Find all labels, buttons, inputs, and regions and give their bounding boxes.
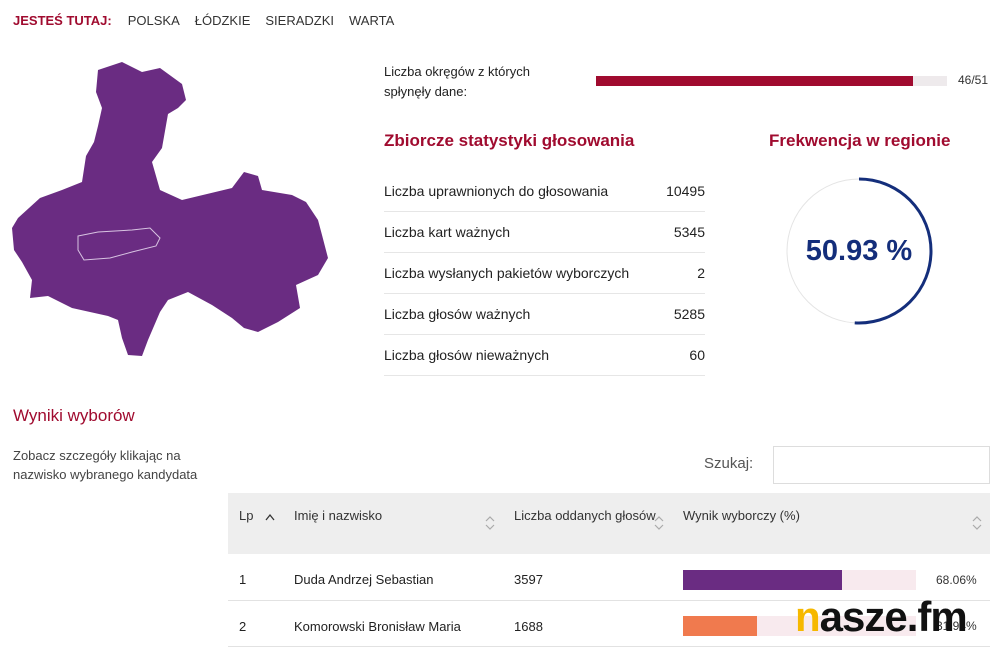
nasze-fm-logo: nasze.fm [795,593,968,640]
breadcrumb: JESTEŚ TUTAJ: POLSKA ŁÓDZKIE SIERADZKI W… [13,13,409,28]
districts-progress-label: Liczba okręgów z których spłynęły dane: [384,64,530,99]
stat-value: 5285 [673,306,705,322]
turnout-title: Frekwencja w regionie [769,131,951,150]
logo-text: asze.fm [819,593,968,640]
result-percent: 31.94% [936,619,977,633]
cell-candidate-name[interactable]: Duda Andrzej Sebastian [283,554,503,601]
stat-label: Liczba wysłanych pakietów wyborczych [384,265,630,281]
stat-value: 60 [689,347,705,363]
result-bar-track [683,616,916,636]
column-header-result-label: Wynik wyborczy (%) [683,508,800,523]
column-header-result[interactable]: Wynik wyborczy (%) [672,493,990,554]
region-map [12,62,328,356]
search-label: Szukaj: [704,455,754,472]
result-bar: 31.94% [683,616,990,636]
cell-lp: 1 [228,554,283,601]
results-table: Lp Imię i nazwisko Liczba oddanych głosó… [228,493,990,647]
districts-progress-bar [596,76,947,86]
stats-title: Zbiorcze statystyki głosowania [384,131,635,150]
turnout-value: 50.93 % [805,234,913,267]
column-header-lp[interactable]: Lp [228,493,283,554]
districts-progress-count: 46/51 [958,73,989,87]
sort-icon [654,516,664,530]
breadcrumb-item-warta[interactable]: WARTA [349,13,395,28]
sort-icon [485,516,495,530]
stat-row: Liczba uprawnionych do głosowania 10495 [384,171,705,212]
sort-ascending-icon [265,513,275,520]
cell-votes: 1688 [503,600,672,647]
sort-icon [972,516,982,530]
column-header-lp-label: Lp [239,508,254,523]
stat-label: Liczba głosów ważnych [384,306,531,322]
breadcrumb-label: JESTEŚ TUTAJ: [13,13,112,28]
results-title: Wyniki wyborów [13,406,135,425]
results-hint: Zobacz szczegóły klikając na nazwisko wy… [13,448,198,482]
turnout-ring-arc [785,177,933,325]
breadcrumb-item-lodzkie[interactable]: ŁÓDZKIE [194,13,251,28]
breadcrumb-item-polska[interactable]: POLSKA [127,13,180,28]
stat-row: Liczba wysłanych pakietów wyborczych 2 [384,253,705,294]
stat-value: 10495 [666,183,705,199]
town-boundary[interactable] [77,227,161,261]
cell-result: 68.06% [672,554,990,601]
stat-row: Liczba kart ważnych 5345 [384,212,705,253]
stat-value: 2 [697,265,705,281]
breadcrumb-item-sieradzki[interactable]: SIERADZKI [265,13,334,28]
logo-letter: n [795,593,821,640]
search-input[interactable] [773,446,990,484]
column-header-name[interactable]: Imię i nazwisko [283,493,503,554]
turnout-ring [785,177,933,325]
stat-label: Liczba głosów nieważnych [384,347,549,363]
stat-row: Liczba głosów nieważnych 60 [384,335,705,376]
districts-progress-fill [596,76,913,86]
results-header-row: Lp Imię i nazwisko Liczba oddanych głosó… [228,493,990,554]
column-header-name-label: Imię i nazwisko [294,508,383,523]
cell-result: 31.94% [672,600,990,647]
stat-row: Liczba głosów ważnych 5285 [384,294,705,335]
stat-label: Liczba kart ważnych [384,224,511,240]
column-header-votes-label: Liczba oddanych głosów [514,508,656,523]
cell-votes: 3597 [503,554,672,601]
result-percent: 68.06% [936,572,977,587]
table-row[interactable]: 2 Komorowski Bronisław Maria 1688 31.94% [228,600,990,647]
region-map-area[interactable] [12,62,328,356]
column-header-votes[interactable]: Liczba oddanych głosów [503,493,672,554]
result-bar-fill [683,616,758,636]
stat-label: Liczba uprawnionych do głosowania [384,183,609,199]
cell-candidate-name[interactable]: Komorowski Bronisław Maria [283,600,503,647]
table-row[interactable]: 1 Duda Andrzej Sebastian 3597 68.06% [228,554,990,601]
result-bar-track [683,569,916,590]
result-bar-fill [683,569,842,590]
result-bar: 68.06% [683,569,990,590]
stat-value: 5345 [673,224,705,240]
stats-table: Liczba uprawnionych do głosowania 10495 … [384,171,705,376]
cell-lp: 2 [228,600,283,647]
